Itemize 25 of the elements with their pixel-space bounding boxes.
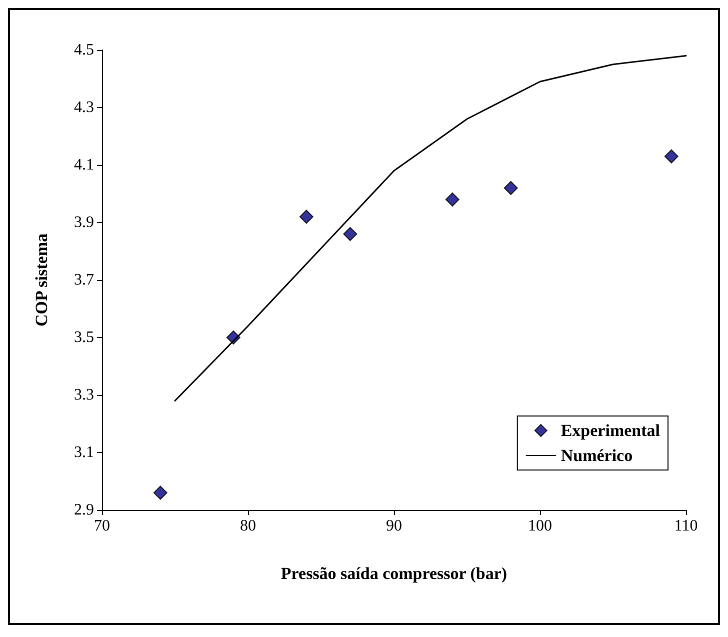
y-tick-label: 4.1	[74, 156, 94, 174]
y-tick-label: 3.3	[74, 386, 94, 404]
y-tick-label: 3.7	[74, 272, 94, 288]
y-tick-label: 3.9	[74, 214, 94, 231]
point	[153, 486, 168, 500]
y-tick-label: 3.5	[74, 329, 94, 346]
x-tick-label: 70	[94, 518, 110, 534]
point	[664, 149, 678, 164]
x-tick-label: 110	[674, 518, 698, 534]
point	[343, 227, 358, 241]
point	[504, 181, 518, 195]
y-tick-label: 4.5	[74, 42, 94, 58]
y-tick-label: 3.1	[74, 444, 94, 461]
y-axis-title: COP sistema	[32, 232, 51, 327]
x-tick-label: 90	[386, 518, 402, 534]
point	[299, 210, 314, 224]
y-tick-label: 2.9	[74, 502, 94, 518]
point	[445, 192, 460, 206]
x-axis-title: Pressão saída compressor (bar)	[280, 564, 508, 583]
x-tick-label: 80	[240, 518, 256, 534]
x-tick-label: 100	[528, 518, 552, 534]
legend-label: Numérico	[560, 446, 633, 465]
y-tick-label: 4.3	[74, 99, 94, 116]
legend-label: Experimental	[560, 421, 660, 440]
line-series	[174, 55, 687, 402]
